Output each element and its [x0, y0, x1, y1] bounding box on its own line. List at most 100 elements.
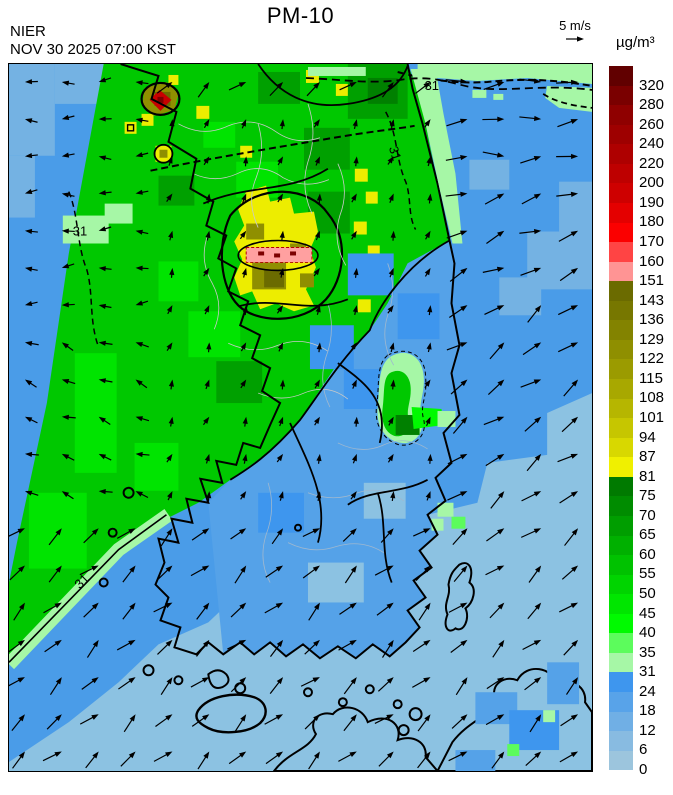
seoul-hotspot — [220, 185, 344, 320]
wind-arrow-icon — [525, 751, 542, 767]
wind-arrow-icon — [353, 267, 359, 278]
legend-tick: 129 — [639, 330, 665, 348]
tsushima-island — [444, 562, 475, 632]
wind-arrow-icon — [486, 528, 505, 542]
wind-arrow-icon — [135, 189, 149, 195]
wind-arrow-icon — [241, 267, 247, 278]
wind-arrow-icon — [484, 193, 505, 205]
wind-arrow-icon — [563, 379, 579, 397]
wind-arrow-icon — [122, 565, 136, 583]
wind-arrow-icon — [316, 453, 322, 464]
wind-arrow-icon — [519, 228, 542, 235]
wind-arrow-icon — [559, 751, 579, 763]
wind-arrow-icon — [338, 639, 357, 651]
legend-tick: 136 — [639, 311, 665, 329]
wind-arrow-icon — [529, 714, 542, 733]
legend-tick: 160 — [639, 252, 665, 270]
wind-arrow-icon — [196, 602, 210, 620]
legend-color-segment — [609, 574, 633, 595]
wind-arrow-icon — [450, 379, 468, 395]
wind-arrow-icon — [203, 156, 210, 166]
wind-arrow-icon — [520, 267, 542, 276]
wind-arrow-icon — [264, 714, 284, 725]
legend-tick: 115 — [639, 369, 663, 387]
wind-arrow-icon — [417, 714, 431, 732]
wind-arrow-icon — [486, 230, 505, 244]
legend-color-segment — [609, 320, 633, 340]
wind-arrow-icon — [265, 565, 284, 578]
legend-color-segment — [609, 242, 633, 262]
legend-color-segment — [609, 652, 633, 673]
legend-tick: 180 — [639, 213, 665, 231]
wind-arrow-icon — [446, 342, 468, 351]
wind-arrow-icon — [242, 305, 249, 316]
wind-arrow-icon — [49, 677, 62, 695]
wind-arrow-icon — [277, 193, 284, 203]
wind-arrow-icon — [271, 528, 284, 545]
wind-arrow-icon — [300, 677, 320, 687]
wind-arrow-icon — [388, 193, 394, 203]
wind-arrow-icon — [24, 379, 37, 388]
legend-tick: 60 — [639, 545, 656, 563]
wind-arrow-icon — [240, 491, 247, 500]
wind-arrow-icon — [98, 489, 113, 495]
wind-arrow-icon — [204, 379, 210, 390]
wind-arrow-icon — [492, 639, 505, 658]
legend-tick: 18 — [639, 702, 656, 720]
wind-arrow-icon — [24, 451, 39, 458]
wind-arrow-icon — [120, 751, 136, 767]
legend-color-segment — [609, 515, 633, 536]
wind-arrow-icon — [61, 453, 75, 461]
wind-arrow-icon — [269, 81, 284, 97]
wind-arrow-icon — [308, 751, 320, 770]
wind-arrow-icon — [24, 153, 38, 159]
wind-arrow-icon — [374, 565, 394, 576]
wind-arrow-icon — [561, 565, 579, 580]
wind-arrow-icon — [313, 267, 320, 277]
wind-arrow-icon — [350, 491, 357, 500]
legend-color-segment — [609, 672, 633, 692]
wind-arrow-icon — [205, 230, 211, 241]
wind-arrow-icon — [9, 565, 25, 581]
wind-arrow-icon — [265, 751, 284, 765]
wind-arrow-icon — [98, 266, 112, 272]
wind-arrow-icon — [417, 751, 431, 769]
wind-arrow-icon — [446, 230, 468, 239]
wind-arrow-icon — [61, 192, 75, 198]
wind-arrow-icon — [135, 117, 149, 123]
pm-plume-region — [9, 64, 450, 670]
legend-tick: 31 — [639, 663, 656, 681]
legend-tick: 220 — [639, 154, 665, 172]
wind-arrow-icon — [344, 565, 357, 584]
legend-tick: 81 — [639, 467, 656, 485]
wind-arrow-icon — [24, 340, 39, 347]
legend-tick: 101 — [639, 409, 665, 426]
wind-arrow-icon — [304, 639, 320, 655]
wind-arrow-icon — [521, 491, 542, 502]
wind-arrow-icon — [24, 416, 38, 424]
wind-arrow-icon — [242, 453, 248, 464]
legend-tick: 200 — [639, 174, 665, 192]
wind-arrow-icon — [135, 265, 149, 271]
wind-arrow-icon — [447, 491, 468, 501]
wind-arrow-icon — [563, 639, 579, 656]
wind-arrow-icon — [276, 305, 284, 314]
wind-arrow-icon — [123, 714, 136, 733]
wind-arrow-icon — [230, 528, 247, 540]
wind-arrow-icon — [156, 565, 173, 581]
wind-arrow-icon — [484, 305, 505, 316]
wind-arrow-icon — [190, 677, 210, 688]
wind-arrow-icon — [135, 451, 150, 458]
wind-arrow-icon — [85, 751, 99, 769]
wind-arrow-icon — [425, 491, 431, 501]
wind-arrow-icon — [316, 342, 322, 353]
wind-arrow-icon — [135, 416, 150, 422]
wind-arrow-icon — [203, 267, 210, 277]
legend-tick: 122 — [639, 350, 665, 368]
wind-arrow-icon — [135, 342, 149, 348]
wind-arrow-icon — [527, 602, 542, 620]
wind-arrow-icon — [455, 677, 468, 696]
wind-arrow-icon — [279, 119, 285, 130]
wind-arrow-icon — [156, 81, 173, 94]
